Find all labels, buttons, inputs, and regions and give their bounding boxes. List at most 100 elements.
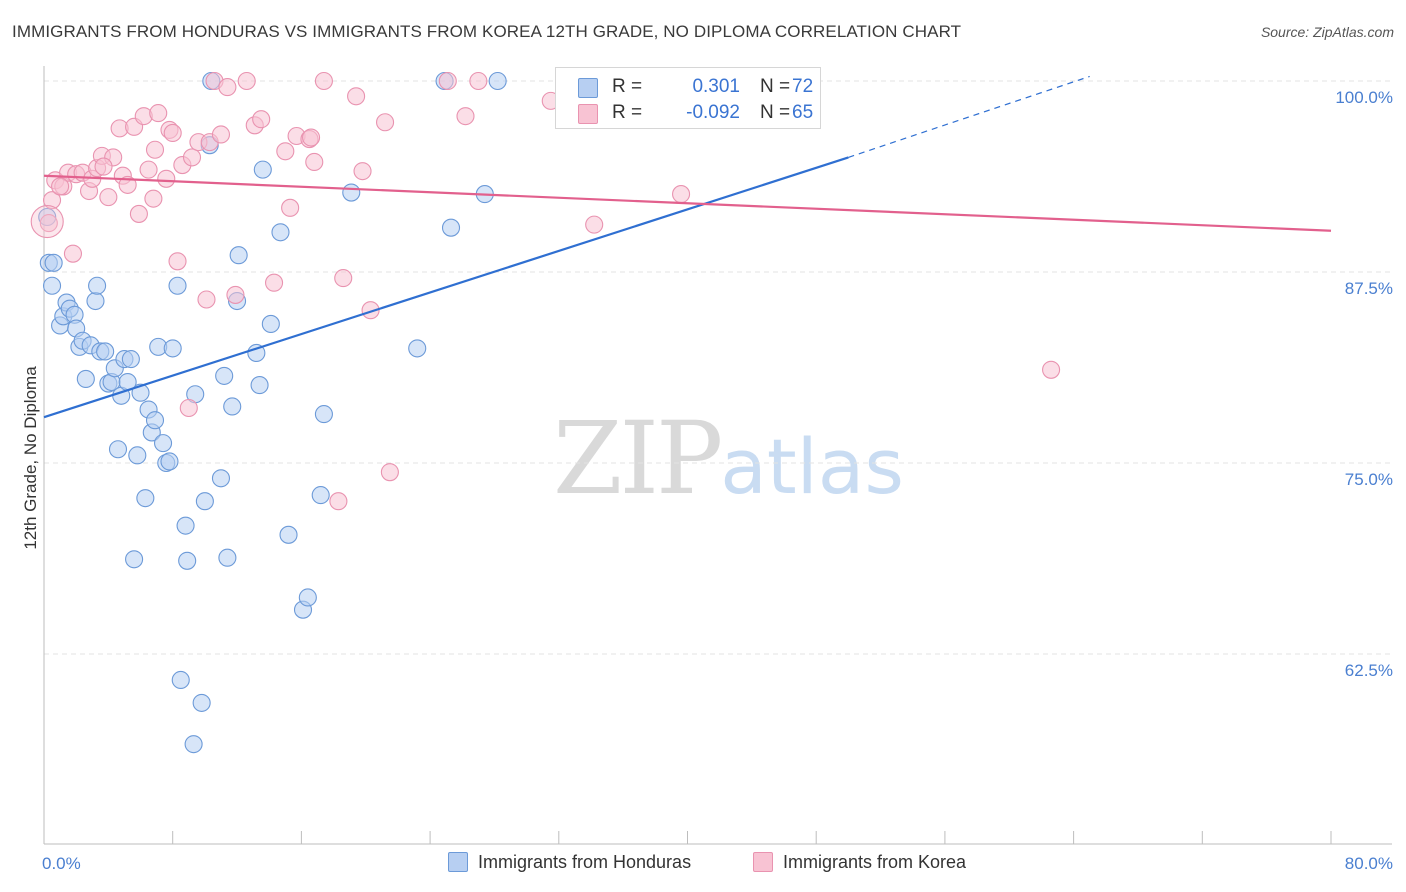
bottom-legend-korea[interactable]: Immigrants from Korea — [753, 852, 966, 873]
y-tick-label: 75.0% — [1345, 470, 1393, 489]
legend-n-value: 72 — [792, 76, 814, 97]
point-honduras — [76, 369, 95, 389]
point-korea — [157, 169, 176, 188]
series-korea-points — [30, 71, 1061, 511]
point-korea — [63, 244, 83, 263]
point-korea — [281, 198, 300, 217]
point-korea — [99, 188, 118, 207]
legend-r-value: 0.301 — [692, 76, 740, 97]
point-honduras — [44, 253, 63, 272]
series-honduras-points — [38, 71, 723, 754]
point-honduras — [125, 550, 144, 569]
trendline-korea — [43, 174, 1332, 232]
point-honduras — [184, 735, 203, 754]
point-korea — [305, 152, 324, 172]
point-honduras — [342, 183, 361, 202]
tick-labels: 62.5% 75.0% 87.5% 100.0% 0.0% 80.0% — [42, 88, 1393, 873]
point-korea — [469, 71, 488, 91]
point-honduras — [298, 588, 317, 607]
point-honduras — [153, 434, 173, 453]
bottom-legend-swatch-honduras — [448, 852, 468, 872]
x-tick-label: 80.0% — [1345, 854, 1393, 873]
point-korea — [361, 301, 380, 320]
trend-lines — [43, 75, 1332, 419]
point-korea — [163, 123, 182, 143]
point-honduras — [215, 366, 234, 385]
legend-r-label: R = — [612, 76, 643, 97]
point-korea — [129, 204, 148, 223]
point-honduras — [218, 548, 237, 567]
point-honduras — [279, 525, 298, 544]
legend-swatch-korea — [578, 104, 598, 124]
point-korea — [139, 160, 158, 179]
point-korea — [226, 285, 245, 304]
point-honduras — [178, 551, 197, 570]
point-honduras — [223, 397, 242, 416]
point-honduras — [250, 376, 269, 395]
point-korea — [252, 110, 271, 129]
legend-n-label: N = — [760, 102, 791, 123]
point-honduras — [192, 693, 211, 712]
point-korea — [456, 107, 475, 126]
point-honduras — [86, 291, 105, 311]
legend-n-value: 65 — [792, 102, 814, 123]
point-korea — [438, 71, 457, 91]
y-tick-label: 100.0% — [1335, 88, 1393, 107]
legend-r-value: -0.092 — [686, 102, 740, 123]
chart-title: IMMIGRANTS FROM HONDURAS VS IMMIGRANTS F… — [12, 22, 962, 41]
point-honduras — [145, 411, 165, 430]
source-label: Source: ZipAtlas.com — [1260, 24, 1394, 40]
point-korea — [672, 185, 691, 204]
point-honduras — [88, 276, 107, 295]
point-honduras — [171, 670, 190, 690]
point-korea — [347, 87, 366, 106]
point-korea — [376, 113, 395, 132]
point-korea — [179, 398, 198, 418]
point-korea — [237, 71, 256, 91]
point-honduras — [261, 314, 280, 334]
point-korea — [211, 125, 231, 144]
point-honduras — [42, 276, 62, 295]
point-honduras — [160, 452, 179, 471]
bottom-legend-honduras[interactable]: Immigrants from Honduras — [448, 852, 691, 873]
point-honduras — [121, 350, 140, 369]
y-tick-label: 62.5% — [1345, 661, 1393, 680]
legend-swatch-honduras — [578, 78, 598, 98]
point-korea — [380, 463, 399, 482]
legend-r-label: R = — [612, 102, 643, 123]
point-honduras — [441, 218, 461, 237]
point-korea — [353, 162, 372, 181]
point-korea — [51, 177, 70, 196]
point-korea — [118, 175, 137, 194]
trendline-honduras-extension — [848, 75, 1090, 158]
point-korea — [149, 104, 168, 123]
correlation-legend: R = 0.301 N = 72 R = -0.092 N = 65 — [555, 67, 821, 129]
point-honduras — [247, 343, 266, 363]
point-honduras — [408, 339, 427, 358]
point-honduras — [195, 492, 214, 511]
y-tick-label: 87.5% — [1345, 279, 1393, 298]
point-honduras — [108, 440, 128, 459]
x-tick-label: 0.0% — [42, 854, 81, 873]
point-korea — [302, 128, 321, 147]
point-korea — [265, 273, 284, 292]
watermark-atlas: atlas — [720, 422, 904, 511]
point-korea — [94, 157, 113, 176]
legend-n-label: N = — [760, 76, 791, 97]
y-axis-label: 12th Grade, No Diploma — [21, 366, 40, 550]
point-korea — [182, 148, 202, 167]
bottom-legend-label-korea: Immigrants from Korea — [783, 852, 967, 872]
point-honduras — [128, 446, 147, 465]
point-korea — [42, 191, 62, 210]
point-korea — [276, 142, 295, 161]
axes — [43, 66, 1392, 845]
point-honduras — [314, 405, 333, 424]
point-korea — [1042, 360, 1061, 379]
point-honduras — [176, 516, 195, 535]
point-korea — [218, 78, 237, 97]
point-korea — [145, 140, 165, 159]
point-honduras — [168, 276, 187, 295]
watermark-zip: ZIP — [553, 400, 723, 517]
point-honduras — [136, 489, 155, 508]
